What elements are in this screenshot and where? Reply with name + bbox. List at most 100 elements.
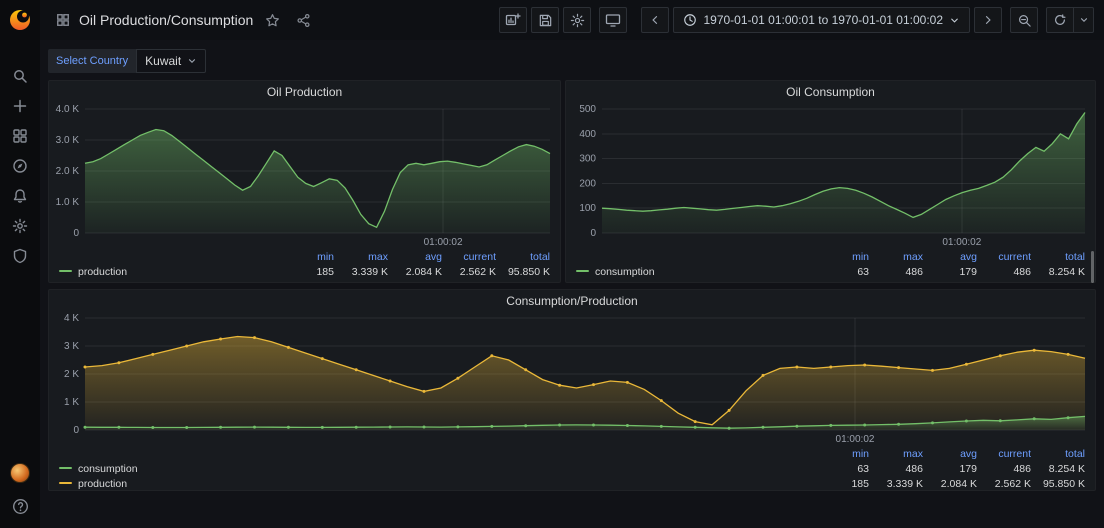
share-icon[interactable] [291,10,315,30]
legend-header-min[interactable]: min [852,251,869,263]
legend-header-min[interactable]: min [317,251,334,263]
legend-series-name[interactable]: consumption [595,266,655,278]
time-range-picker[interactable]: 1970-01-01 01:00:01 to 1970-01-01 01:00:… [673,7,970,33]
zoom-out-button[interactable] [1010,7,1038,33]
panel-title[interactable]: Oil Production [266,85,343,99]
sidebar [0,0,40,528]
y-tick-label: 4 K [64,313,79,324]
server-admin-shield-icon[interactable] [8,246,32,266]
top-navbar: Oil Production/Consumption [40,0,1104,40]
consumption-point [388,425,392,429]
grafana-logo-icon[interactable] [0,0,40,40]
production-point [388,379,392,383]
submenu: Select Country Kuwait [48,49,207,73]
y-tick-label: 4.0 K [56,104,80,115]
dashboard-grid-icon [54,10,72,30]
chevron-down-icon [187,56,197,66]
refresh-interval-dropdown[interactable] [1074,7,1094,33]
legend-row: production 185 3.339 K 2.084 K 2.562 K 95.850… [57,265,550,280]
navbar-right: 1970-01-01 01:00:01 to 1970-01-01 01:00:… [499,7,1094,33]
legend-row: consumption 63 486 179 486 8.254 K [57,462,1085,477]
legend-header-min[interactable]: min [852,448,869,460]
panel-oil-consumption: Oil Consumption 0 100 200 300 400 500 01:00:02… [565,80,1096,283]
production-point [117,361,121,365]
legend-header-max[interactable]: max [368,251,388,263]
legend-header-total[interactable]: total [530,251,550,263]
legend-header-avg[interactable]: avg [960,448,977,460]
legend-header-max[interactable]: max [903,251,923,263]
legend-series-name[interactable]: consumption [78,463,138,475]
search-icon[interactable] [8,66,32,86]
legend-stat-value: 2.084 K [405,266,442,278]
production-point [320,357,324,361]
consumption-point [592,423,595,427]
x-tick-label: 01:00:02 [942,237,981,248]
dashboard-settings-button[interactable] [563,7,592,33]
oil-production-chart[interactable]: 0 1.0 K 2.0 K 3.0 K 4.0 K 01:00:02 [49,103,560,249]
consumption-point [83,425,87,429]
legend-spacer [57,447,815,462]
time-forward-button[interactable] [974,7,1002,33]
legend-header-avg[interactable]: avg [425,251,442,263]
create-plus-icon[interactable] [8,96,32,116]
consumption-point [558,423,562,427]
legend-series-name[interactable]: production [78,266,128,278]
panel-title[interactable]: Oil Consumption [786,85,875,99]
consumption-line [84,415,1086,429]
country-dropdown[interactable]: Kuwait [136,49,207,73]
time-back-button[interactable] [641,7,670,33]
consumption-point [151,426,155,429]
x-tick-label: 01:00:02 [424,237,463,248]
add-panel-button[interactable] [499,7,528,33]
consumption-point [727,426,731,430]
legend-series-color [576,269,589,272]
consumption-point [320,425,324,429]
tv-mode-button[interactable] [599,7,628,33]
navbar-left: Oil Production/Consumption [54,10,315,30]
panel-consumption-production: Consumption/Production 0 1 K 2 K 3 K 4 K 01:0… [48,289,1096,491]
legend-header-avg[interactable]: avg [960,251,977,263]
explore-compass-icon[interactable] [8,156,32,176]
legend-header-max[interactable]: max [903,448,923,460]
legend-spacer [57,250,280,265]
production-point [219,337,223,341]
legend-stat-value: 3.339 K [886,478,923,490]
legend: min max avg current total consumption 63 486 179… [49,446,1095,492]
legend-table: min max avg current total production 185 3.339 … [57,250,550,280]
dashboards-grid-icon[interactable] [8,126,32,146]
legend-header-total[interactable]: total [1065,448,1085,460]
legend-header-current[interactable]: current [998,448,1031,460]
production-point [185,344,189,348]
user-avatar[interactable] [8,462,32,484]
consumption-point [185,426,189,429]
panel-title[interactable]: Consumption/Production [506,294,638,308]
legend-stat-value: 2.562 K [994,478,1031,490]
legend-series-color [59,466,72,469]
help-icon[interactable] [8,496,32,516]
legend-stat-value: 63 [857,266,869,278]
star-icon[interactable] [260,10,284,30]
save-dashboard-button[interactable] [531,7,560,33]
legend-header-current[interactable]: current [463,251,496,263]
production-point [422,389,426,393]
oil-consumption-chart[interactable]: 0 100 200 300 400 500 01:00:02 [566,103,1095,249]
production-point [761,373,765,377]
consumption-point [117,425,121,429]
legend-header-total[interactable]: total [1065,251,1085,263]
production-point [964,362,968,366]
alerting-bell-icon[interactable] [8,186,32,206]
production-point [1032,348,1036,352]
clock-icon [683,13,697,27]
configuration-gear-icon[interactable] [8,216,32,236]
production-point [659,399,663,403]
production-point [693,420,697,424]
consumption-point [659,424,663,428]
legend-scrollbar-thumb[interactable] [1091,251,1094,283]
dashboard-title[interactable]: Oil Production/Consumption [79,12,254,28]
consumption-production-chart[interactable]: 0 1 K 2 K 3 K 4 K 01:00:02 [49,312,1095,446]
refresh-button[interactable] [1046,7,1074,33]
consumption-point [253,425,256,429]
legend-header-current[interactable]: current [998,251,1031,263]
legend-series-name[interactable]: production [78,478,128,490]
